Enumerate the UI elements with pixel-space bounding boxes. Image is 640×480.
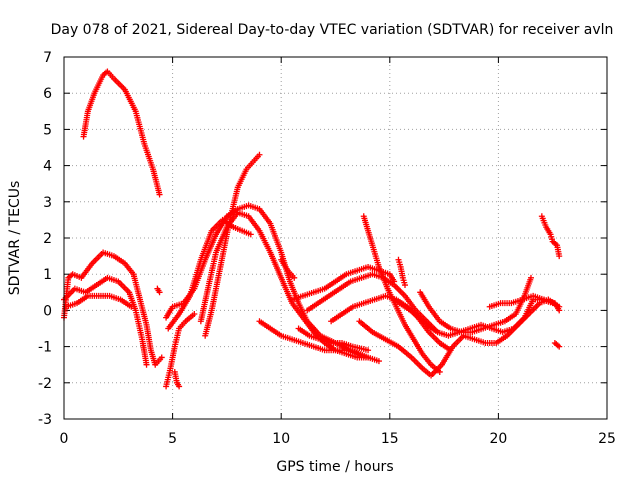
- data-point: [556, 343, 563, 350]
- plot-frame: [63, 56, 608, 420]
- series-track-7: [202, 151, 263, 339]
- x-tick-label: 15: [381, 431, 399, 447]
- y-tick-label: 0: [43, 303, 52, 319]
- data-point: [291, 274, 298, 281]
- y-tick-label: 6: [43, 86, 52, 102]
- y-axis-label: SDTVAR / TECUs: [7, 181, 23, 296]
- series-track-24: [278, 256, 298, 281]
- y-tick-label: -1: [38, 340, 52, 356]
- series-track-2: [61, 249, 165, 368]
- y-tick-label: 3: [43, 195, 52, 211]
- series-track-22: [551, 339, 563, 350]
- data-point: [527, 274, 534, 281]
- data-point: [402, 282, 409, 289]
- data-point: [158, 354, 165, 361]
- series-track-1: [80, 68, 163, 198]
- y-tick-label: 1: [43, 267, 52, 283]
- x-tick-label: 0: [60, 431, 69, 447]
- series-track-4: [63, 292, 135, 310]
- x-tick-label: 25: [598, 431, 616, 447]
- series-track-3: [61, 274, 150, 368]
- data-point: [156, 289, 163, 296]
- series-track-21: [538, 213, 563, 260]
- series-track-10: [171, 368, 183, 390]
- series-track-9: [163, 311, 198, 390]
- x-tick-label: 5: [168, 431, 177, 447]
- series-track-11: [256, 318, 361, 357]
- data-point: [365, 347, 372, 354]
- y-tick-label: 7: [43, 50, 52, 66]
- data-point: [354, 350, 361, 357]
- y-tick-label: 2: [43, 231, 52, 247]
- y-tick-labels: -3 -2 -1 0 1 2 3 4 5 6 7: [38, 50, 52, 428]
- x-tick-labels: 0 5 10 15 20 25: [60, 431, 616, 447]
- chart-title: Day 078 of 2021, Sidereal Day-to-day VTE…: [51, 22, 614, 38]
- series-track-23: [154, 285, 163, 296]
- data-point: [365, 354, 372, 361]
- data-point: [556, 253, 563, 260]
- data-point: [256, 151, 263, 158]
- y-tick-label: -3: [38, 412, 52, 428]
- x-tick-label: 20: [489, 431, 507, 447]
- data-point: [156, 191, 163, 198]
- x-axis-label: GPS time / hours: [276, 459, 393, 475]
- data-point: [556, 307, 563, 314]
- data-point: [375, 358, 382, 365]
- y-tick-label: 5: [43, 122, 52, 138]
- data-point: [128, 303, 135, 310]
- series-track-16: [360, 213, 443, 375]
- y-tick-label: 4: [43, 159, 52, 175]
- series-track-25: [395, 256, 409, 289]
- data-point: [191, 311, 198, 318]
- data-point: [247, 231, 254, 238]
- series-track-17: [356, 296, 563, 379]
- x-tick-label: 10: [272, 431, 290, 447]
- data-points: [61, 68, 563, 390]
- data-point: [143, 361, 150, 368]
- data-point: [176, 383, 183, 390]
- series-track-20: [486, 292, 563, 314]
- series-track-12: [295, 325, 372, 354]
- y-tick-label: -2: [38, 376, 52, 392]
- series-track-8: [165, 216, 254, 332]
